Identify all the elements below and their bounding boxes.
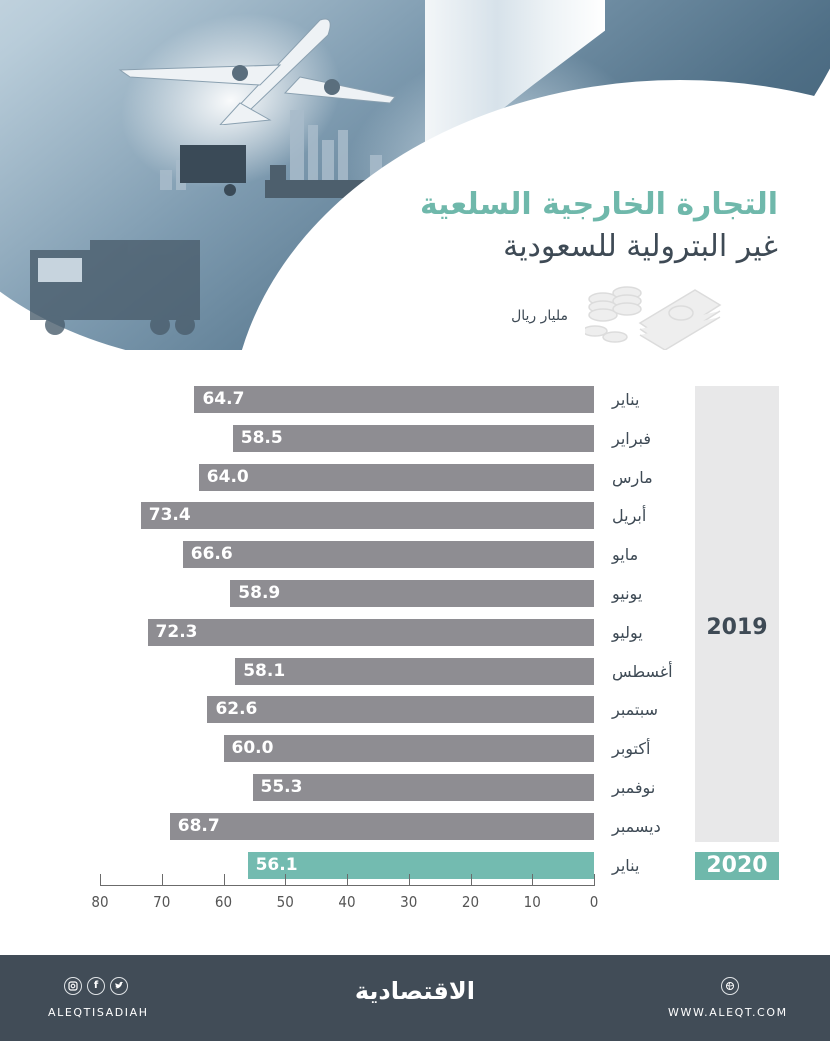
bar-value-label: 72.3 [155, 621, 198, 642]
chart-title: التجارة الخارجية السلعية غير البترولية ل… [420, 183, 778, 267]
x-axis-tick [161, 874, 163, 886]
bar-1: 64.7 [194, 386, 594, 413]
x-axis-tick [223, 874, 225, 886]
month-label: نوفمبر [612, 778, 656, 797]
x-axis-tick [347, 874, 348, 886]
year-label-2019: 2019 [706, 615, 768, 640]
bar-2: 58.5 [232, 424, 594, 452]
globe-icon[interactable] [721, 977, 739, 995]
bar-6: 58.9 [230, 580, 594, 607]
social-icons: f [64, 977, 128, 995]
truck-icon [30, 240, 200, 335]
bar-value-label: 64.0 [206, 466, 249, 487]
bar-value-label: 58.9 [238, 583, 281, 603]
bar-value-label: 55.3 [260, 777, 303, 797]
bar-11: 55.3 [252, 774, 594, 801]
x-axis-tick-label: 40 [338, 893, 356, 911]
bar-4: 73.4 [140, 502, 594, 530]
publisher-logo: الاقتصادية [354, 977, 475, 1005]
month-label: يونيو [612, 584, 643, 603]
year-panel-2019 [695, 386, 779, 842]
bar-value-label: 58.1 [243, 660, 286, 681]
title-line-2: غير البترولية للسعودية [503, 229, 778, 264]
month-label: سبتمبر [612, 700, 658, 720]
instagram-icon[interactable] [64, 977, 82, 995]
x-axis-tick-label: 30 [400, 893, 418, 911]
social-handle[interactable]: ALEQTISADIAH [48, 1006, 149, 1019]
bar-value-label: 66.6 [190, 544, 233, 565]
x-axis-tick [285, 874, 287, 886]
x-axis-tick-label: 70 [153, 893, 171, 911]
year-label-2020: 2020 [695, 852, 779, 880]
x-axis-tick-label: 0 [589, 893, 599, 911]
money-stack-icon [585, 286, 722, 350]
hero-illustration [0, 0, 830, 350]
twitter-icon[interactable] [110, 977, 128, 995]
facebook-icon[interactable]: f [87, 977, 105, 995]
month-label: مارس [612, 467, 653, 487]
bar-value-label: 68.7 [177, 815, 220, 836]
website-link[interactable]: WWW.ALEQT.COM [668, 1006, 788, 1019]
x-axis-tick-label: 60 [214, 893, 233, 911]
month-label: أكتوبر [612, 739, 651, 759]
x-axis-tick [100, 874, 101, 886]
title-line-1: التجارة الخارجية السلعية [419, 187, 778, 222]
bar-12: 68.7 [169, 812, 594, 840]
bar-value-label: 73.4 [148, 505, 191, 526]
month-label: يوليو [612, 622, 643, 642]
unit-label: مليار ريال [511, 308, 568, 324]
bar-3: 64.0 [198, 463, 594, 491]
x-axis-tick-label: 10 [523, 893, 541, 911]
month-label: ديسمبر [612, 816, 661, 836]
bar-8: 58.1 [235, 657, 594, 685]
bar-13: 56.1 [247, 851, 594, 879]
bar-5: 66.6 [182, 541, 594, 569]
x-axis-tick-label: 50 [276, 893, 294, 911]
x-axis-tick [408, 874, 410, 886]
month-label: مايو [612, 545, 639, 565]
footer: f ALEQTISADIAH الاقتصادية WWW.ALEQT.COM [0, 955, 830, 1041]
x-axis-tick [532, 874, 534, 886]
month-label: أغسطس [612, 661, 673, 681]
month-label: فبراير [612, 428, 652, 448]
bar-7: 72.3 [147, 618, 594, 646]
bar-value-label: 58.5 [240, 427, 283, 448]
month-label: يناير [612, 855, 640, 875]
bar-value-label: 62.6 [215, 699, 258, 720]
x-axis-tick [470, 874, 472, 886]
x-axis-tick-label: 20 [461, 893, 480, 911]
bar-10: 60.0 [223, 735, 594, 763]
bar-value-label: 60.0 [231, 738, 274, 759]
bar-value-label: 56.1 [255, 854, 298, 875]
month-label: يناير [612, 390, 640, 409]
x-axis-tick [594, 874, 595, 886]
airplane-icon [118, 18, 396, 125]
bar-value-label: 64.7 [202, 389, 245, 409]
x-axis-tick-label: 80 [91, 893, 109, 911]
bar-9: 62.6 [207, 696, 594, 724]
month-label: أبريل [612, 506, 647, 526]
